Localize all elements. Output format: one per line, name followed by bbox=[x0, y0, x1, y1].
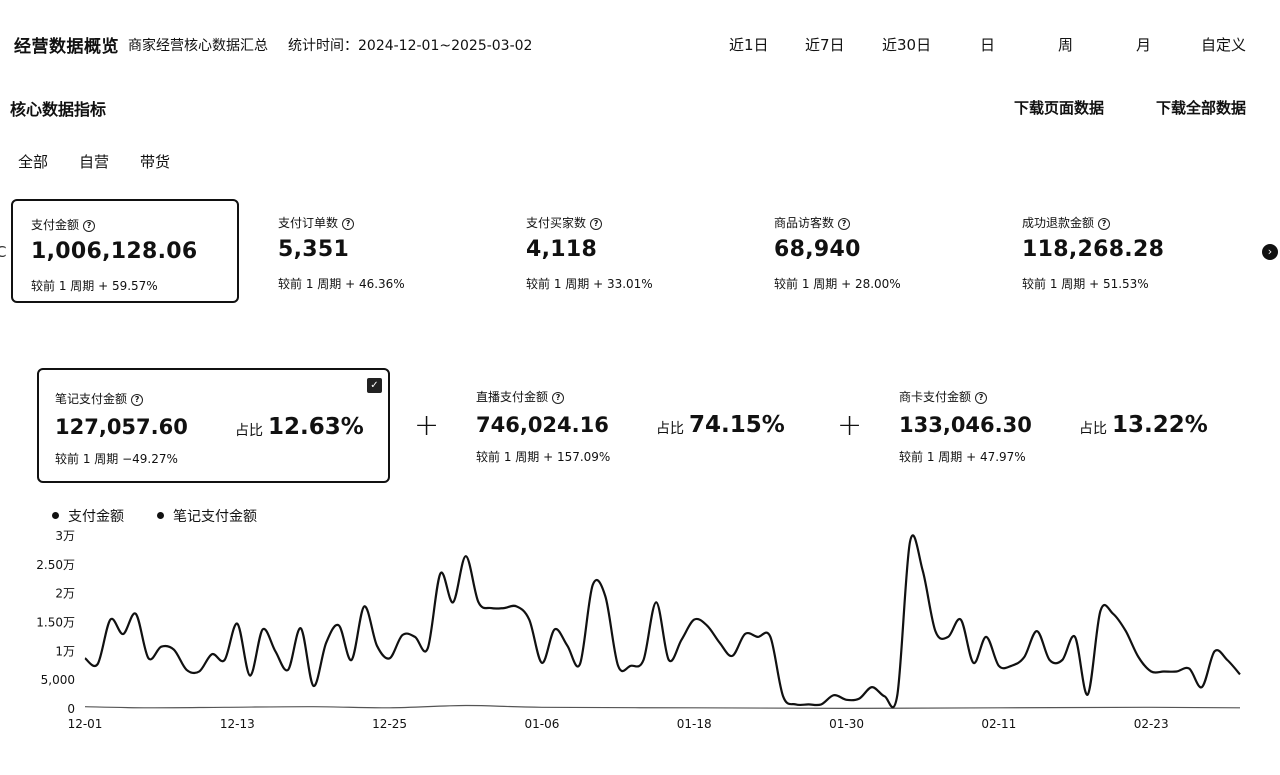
metric-compare: 较前 1 周期 + 46.36% bbox=[278, 277, 405, 291]
metric-label: 支付订单数 bbox=[278, 216, 339, 230]
trend-chart[interactable]: 0 5,000 1万 1.50万 2万 2.50万 3万 12-01 12-13 12-25 01-… bbox=[0, 520, 1280, 775]
share-value: 74.15% bbox=[689, 412, 785, 438]
breakdown-label: 笔记支付金额 bbox=[55, 392, 128, 406]
share-label: 占比 bbox=[656, 421, 684, 437]
metric-compare: 较前 1 周期 + 28.00% bbox=[774, 277, 901, 291]
filter-self-operated[interactable]: 自营 bbox=[79, 153, 110, 171]
help-icon[interactable]: ? bbox=[131, 394, 144, 406]
metric-compare: 较前 1 周期 + 59.57% bbox=[31, 279, 158, 293]
time-range-day[interactable]: 日 bbox=[980, 36, 996, 54]
series-line-payment-amount[interactable] bbox=[84, 534, 1241, 709]
help-icon[interactable]: ? bbox=[1098, 218, 1111, 230]
metric-card-refund-amount[interactable]: 成功退款金额? 118,268.28 较前 1 周期 + 51.53% bbox=[1004, 199, 1232, 303]
download-all-data-button[interactable]: 下载全部数据 bbox=[1156, 99, 1247, 117]
x-tick-label: 12-01 bbox=[68, 717, 103, 731]
metric-label: 支付买家数 bbox=[526, 216, 587, 230]
section-title: 核心数据指标 bbox=[10, 100, 107, 119]
breakdown-value: 133,046.30 bbox=[899, 413, 1032, 437]
help-icon[interactable]: ? bbox=[342, 218, 355, 230]
help-icon[interactable]: ? bbox=[838, 218, 851, 230]
series-line-notes-payment[interactable] bbox=[84, 704, 1241, 709]
metric-value: 4,118 bbox=[526, 237, 598, 262]
breakdown-value: 746,024.16 bbox=[476, 413, 609, 437]
breakdown-card-live[interactable]: 直播支付金额? 746,024.16 较前 1 周期 + 157.09% 占比 … bbox=[460, 368, 813, 483]
metric-value: 118,268.28 bbox=[1022, 237, 1165, 262]
breakdown-card-product-card[interactable]: 商卡支付金额? 133,046.30 较前 1 周期 + 47.97% 占比 1… bbox=[883, 368, 1236, 483]
plus-icon: + bbox=[414, 408, 440, 443]
x-tick-label: 12-13 bbox=[220, 717, 255, 731]
filter-all[interactable]: 全部 bbox=[18, 153, 49, 171]
breakdown-compare: 较前 1 周期 + 157.09% bbox=[476, 450, 611, 464]
share-label: 占比 bbox=[235, 423, 263, 439]
share-label: 占比 bbox=[1079, 421, 1107, 437]
time-range-week[interactable]: 周 bbox=[1058, 36, 1074, 54]
x-tick-label: 01-18 bbox=[677, 717, 712, 731]
y-tick-label: 0 bbox=[67, 702, 75, 716]
metric-label: 支付金额 bbox=[31, 218, 80, 232]
y-tick-label: 2.50万 bbox=[36, 558, 75, 572]
metric-label: 成功退款金额 bbox=[1022, 216, 1095, 230]
time-range-month[interactable]: 月 bbox=[1136, 36, 1152, 54]
x-tick-label: 01-06 bbox=[524, 717, 559, 731]
y-tick-label: 1万 bbox=[55, 644, 75, 658]
page-title: 经营数据概览 bbox=[14, 37, 119, 57]
metric-card-buyer-count[interactable]: 支付买家数? 4,118 较前 1 周期 + 33.01% bbox=[508, 199, 736, 303]
metric-value: 68,940 bbox=[774, 237, 861, 262]
time-range-custom[interactable]: 自定义 bbox=[1201, 36, 1247, 54]
x-tick-label: 12-25 bbox=[372, 717, 407, 731]
share-value: 13.22% bbox=[1112, 412, 1208, 438]
y-tick-label: 3万 bbox=[55, 529, 75, 543]
time-range-1d[interactable]: 近1日 bbox=[729, 36, 769, 54]
breakdown-compare: 较前 1 周期 + 47.97% bbox=[899, 450, 1026, 464]
next-arrow-icon[interactable]: › bbox=[1262, 244, 1278, 260]
y-tick-label: 2万 bbox=[55, 587, 75, 601]
metric-card-visitor-count[interactable]: 商品访客数? 68,940 较前 1 周期 + 28.00% bbox=[756, 199, 984, 303]
checkbox-checked-icon[interactable]: ✓ bbox=[367, 378, 382, 393]
breakdown-label: 商卡支付金额 bbox=[899, 390, 972, 404]
help-icon[interactable]: ? bbox=[975, 392, 988, 404]
page-subtitle: 商家经营核心数据汇总 bbox=[128, 38, 268, 54]
legend-label: 支付金额 bbox=[68, 509, 124, 525]
metric-label: 商品访客数 bbox=[774, 216, 835, 230]
metric-card-payment-amount[interactable]: 支付金额? 1,006,128.06 较前 1 周期 + 59.57% bbox=[11, 199, 239, 303]
help-icon[interactable]: ? bbox=[590, 218, 603, 230]
breakdown-compare: 较前 1 周期 −49.27% bbox=[55, 452, 178, 466]
filter-affiliate[interactable]: 带货 bbox=[140, 153, 171, 171]
prev-arrow-partial[interactable]: C bbox=[0, 243, 7, 261]
plus-icon: + bbox=[837, 408, 863, 443]
help-icon[interactable]: ? bbox=[83, 220, 96, 232]
x-tick-label: 02-23 bbox=[1134, 717, 1169, 731]
y-tick-label: 5,000 bbox=[41, 673, 75, 687]
time-range-30d[interactable]: 近30日 bbox=[882, 36, 932, 54]
breakdown-card-notes[interactable]: ✓ 笔记支付金额? 127,057.60 较前 1 周期 −49.27% 占比 … bbox=[37, 368, 390, 483]
legend-dot-icon bbox=[157, 512, 164, 519]
metric-value: 1,006,128.06 bbox=[31, 239, 198, 264]
date-range-text: 统计时间：2024-12-01~2025-03-02 bbox=[288, 38, 533, 54]
x-tick-label: 02-11 bbox=[981, 717, 1016, 731]
share-value: 12.63% bbox=[268, 414, 364, 440]
time-range-7d[interactable]: 近7日 bbox=[805, 36, 845, 54]
download-page-data-button[interactable]: 下载页面数据 bbox=[1014, 99, 1105, 117]
x-tick-label: 01-30 bbox=[829, 717, 864, 731]
legend-item-payment-amount[interactable]: 支付金额 bbox=[52, 506, 124, 526]
metric-card-order-count[interactable]: 支付订单数? 5,351 较前 1 周期 + 46.36% bbox=[260, 199, 488, 303]
legend-item-notes-payment[interactable]: 笔记支付金额 bbox=[157, 506, 257, 526]
breakdown-value: 127,057.60 bbox=[55, 415, 188, 439]
y-tick-label: 1.50万 bbox=[36, 616, 75, 630]
metric-compare: 较前 1 周期 + 33.01% bbox=[526, 277, 653, 291]
metric-value: 5,351 bbox=[278, 237, 350, 262]
legend-dot-icon bbox=[52, 512, 59, 519]
metric-compare: 较前 1 周期 + 51.53% bbox=[1022, 277, 1149, 291]
breakdown-label: 直播支付金额 bbox=[476, 390, 549, 404]
help-icon[interactable]: ? bbox=[552, 392, 565, 404]
legend-label: 笔记支付金额 bbox=[173, 509, 257, 525]
